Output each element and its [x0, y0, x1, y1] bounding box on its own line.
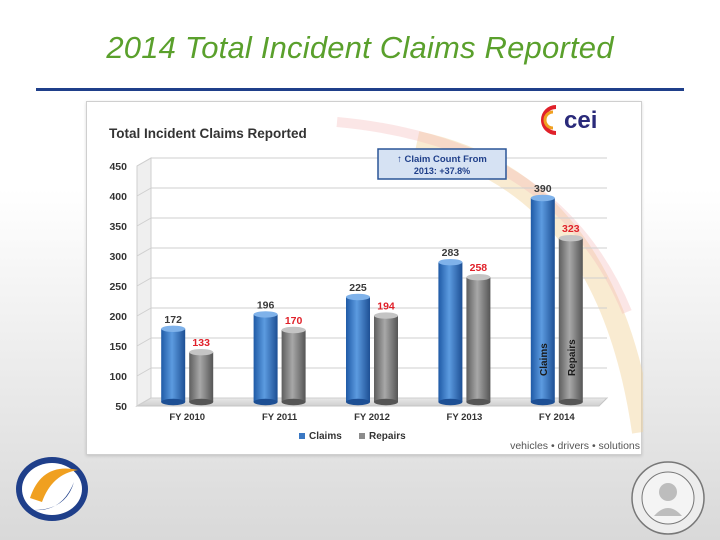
- x-category-label: FY 2010: [169, 412, 205, 423]
- bar-body: [438, 262, 463, 402]
- bar-body: [558, 238, 583, 402]
- x-category-label: FY 2011: [262, 412, 298, 423]
- slide-title: 2014 Total Incident Claims Reported: [106, 30, 614, 65]
- y-tick-label: 350: [109, 221, 127, 233]
- bar-cap: [253, 311, 278, 318]
- bar-cap: [281, 326, 306, 334]
- tagline: vehicles • drivers • solutions: [510, 440, 640, 452]
- chart-panel: Total Incident Claims Reported 50 100 150 2…: [86, 101, 643, 455]
- bar-body: [281, 330, 306, 402]
- gridline-depth: [136, 367, 152, 377]
- value-label-repairs: 323: [562, 223, 580, 235]
- swoosh-logo-icon: [16, 457, 88, 521]
- chart-legend: Claims Repairs: [299, 431, 406, 442]
- bar-cap: [346, 293, 370, 301]
- legend-label-repairs: Repairs: [369, 431, 406, 442]
- bar-base: [281, 398, 306, 406]
- legend-label-claims: Claims: [309, 431, 342, 442]
- bar-body: [161, 328, 186, 402]
- bar-claims-4: [530, 194, 555, 406]
- value-label-claims: 196: [257, 299, 275, 311]
- bar-claims-0: [161, 325, 186, 406]
- value-label-claims: 225: [349, 282, 367, 294]
- gridline-depth: [136, 247, 152, 257]
- bar-body: [346, 297, 370, 402]
- bar-cap: [189, 349, 214, 356]
- bar-base: [189, 398, 214, 406]
- legend-swatch-claims: [299, 433, 305, 439]
- legend-swatch-repairs: [359, 433, 365, 439]
- bar-claims-3: [438, 259, 463, 406]
- gridline-depth: [136, 187, 152, 197]
- value-label-claims: 172: [164, 314, 182, 326]
- claim-count-annotation: ↑ Claim Count From 2013: +37.8%: [377, 148, 507, 180]
- value-label-repairs: 258: [470, 262, 488, 274]
- y-tick-label: 150: [109, 341, 127, 353]
- bar-claims-2: [346, 293, 370, 406]
- bar-body: [374, 315, 398, 402]
- in-bar-label-repairs: Repairs: [567, 339, 578, 376]
- bar-claims-1: [253, 311, 278, 406]
- value-label-repairs: 194: [377, 301, 395, 313]
- gridline-depth: [136, 337, 152, 347]
- bar-base: [346, 398, 370, 406]
- value-label-repairs: 133: [192, 337, 210, 349]
- gridline-depth: [136, 397, 152, 407]
- x-category-label: FY 2012: [354, 412, 390, 423]
- gridline-depth: [136, 307, 152, 317]
- cei-logo-text: cei: [564, 107, 597, 134]
- chart-title: Total Incident Claims Reported: [109, 126, 307, 141]
- bar-repairs-1: [281, 326, 306, 406]
- cei-logo: cei: [541, 105, 597, 135]
- x-category-label: FY 2013: [447, 412, 483, 423]
- bar-cap: [161, 325, 186, 332]
- y-tick-label: 100: [109, 371, 127, 383]
- gridline-depth: [136, 277, 152, 287]
- bar-body: [530, 198, 555, 402]
- bar-body: [253, 314, 278, 402]
- bar-repairs-4: [558, 235, 583, 406]
- bar-cap: [438, 259, 463, 266]
- value-label-claims: 390: [534, 183, 552, 195]
- bar-repairs-3: [466, 274, 491, 406]
- bar-repairs-2: [374, 312, 398, 406]
- annotation-line2: 2013: +37.8%: [414, 166, 470, 176]
- value-label-claims: 283: [442, 247, 460, 259]
- gridline-depth: [136, 157, 152, 167]
- gridline-depth: [136, 217, 152, 227]
- state-seal-icon: [631, 461, 705, 535]
- bar-body: [189, 352, 214, 402]
- in-bar-label-claims: Claims: [539, 343, 550, 376]
- bar-repairs-0: [189, 349, 214, 406]
- bar-base: [253, 398, 278, 406]
- bar-chart: Total Incident Claims Reported 50 100 150 2…: [109, 117, 643, 442]
- bar-cap: [530, 194, 555, 202]
- y-tick-label: 200: [109, 311, 127, 323]
- bar-cap: [558, 235, 583, 242]
- value-label-repairs: 170: [285, 315, 303, 327]
- bar-cap: [466, 274, 491, 281]
- y-tick-label: 400: [109, 191, 127, 203]
- bar-cap: [374, 312, 398, 319]
- bar-body: [466, 277, 491, 402]
- x-category-label: FY 2014: [539, 412, 575, 423]
- bar-base: [530, 398, 555, 406]
- bar-base: [558, 398, 583, 406]
- y-tick-label: 250: [109, 281, 127, 293]
- y-tick-label: 50: [115, 401, 127, 413]
- title-divider: [36, 88, 684, 91]
- bar-base: [466, 398, 491, 406]
- bar-base: [161, 398, 186, 406]
- annotation-line1: ↑ Claim Count From: [397, 154, 487, 165]
- bar-base: [438, 398, 463, 406]
- y-tick-label: 300: [109, 251, 127, 263]
- y-tick-label: 450: [109, 161, 127, 173]
- bar-base: [374, 398, 398, 406]
